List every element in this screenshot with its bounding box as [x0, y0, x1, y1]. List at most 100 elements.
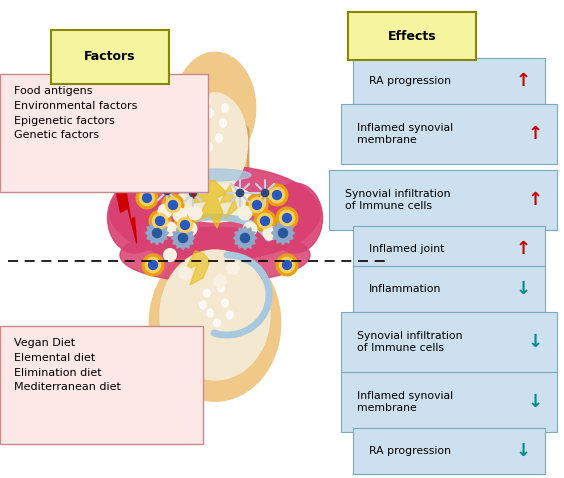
FancyBboxPatch shape: [341, 372, 557, 432]
FancyBboxPatch shape: [0, 326, 203, 444]
Circle shape: [180, 220, 190, 230]
FancyBboxPatch shape: [353, 226, 545, 272]
Text: Inflamed synovial
membrane: Inflamed synovial membrane: [357, 123, 453, 145]
Circle shape: [135, 186, 158, 209]
Text: RA progression: RA progression: [369, 446, 451, 456]
Circle shape: [152, 213, 168, 229]
Polygon shape: [145, 221, 169, 245]
Text: Food antigens
Environmental factors
Epigenetic factors
Genetic factors: Food antigens Environmental factors Epig…: [14, 86, 138, 141]
Circle shape: [178, 266, 192, 280]
Polygon shape: [233, 226, 257, 250]
Polygon shape: [171, 226, 195, 250]
FancyBboxPatch shape: [189, 137, 241, 175]
Ellipse shape: [227, 311, 233, 319]
Circle shape: [240, 233, 249, 242]
Circle shape: [161, 194, 184, 217]
Circle shape: [257, 213, 274, 229]
Text: ↑: ↑: [527, 125, 543, 143]
Circle shape: [282, 260, 292, 270]
FancyBboxPatch shape: [329, 170, 557, 230]
Circle shape: [165, 197, 181, 213]
Ellipse shape: [216, 134, 222, 142]
Ellipse shape: [267, 183, 323, 253]
FancyBboxPatch shape: [51, 30, 169, 84]
Polygon shape: [185, 251, 210, 285]
Circle shape: [236, 189, 244, 196]
Text: ↑: ↑: [527, 191, 543, 209]
Circle shape: [177, 217, 193, 233]
Text: Effects: Effects: [387, 30, 437, 43]
Ellipse shape: [222, 104, 228, 112]
Circle shape: [213, 274, 227, 288]
Circle shape: [178, 233, 188, 242]
Text: Inflammation: Inflammation: [369, 284, 442, 294]
Ellipse shape: [207, 309, 213, 317]
Ellipse shape: [218, 284, 224, 292]
Circle shape: [163, 248, 177, 262]
Circle shape: [168, 200, 178, 210]
Circle shape: [173, 207, 187, 222]
FancyBboxPatch shape: [0, 74, 208, 192]
Text: Inflamed joint: Inflamed joint: [369, 244, 444, 254]
Ellipse shape: [200, 129, 206, 137]
Ellipse shape: [214, 319, 221, 327]
Circle shape: [226, 261, 240, 275]
Circle shape: [142, 193, 152, 203]
Circle shape: [152, 228, 161, 238]
Text: Vegan Diet
Elemental diet
Elimination diet
Mediterranean diet: Vegan Diet Elemental diet Elimination di…: [14, 338, 121, 392]
Circle shape: [183, 221, 197, 237]
Circle shape: [266, 184, 289, 206]
Text: ↓: ↓: [527, 393, 543, 411]
FancyBboxPatch shape: [348, 12, 476, 60]
Circle shape: [279, 228, 288, 238]
Circle shape: [275, 206, 298, 229]
Ellipse shape: [206, 143, 212, 151]
Circle shape: [252, 200, 262, 210]
Circle shape: [253, 209, 276, 232]
Circle shape: [162, 221, 178, 237]
Ellipse shape: [150, 246, 280, 401]
Circle shape: [142, 253, 165, 276]
FancyBboxPatch shape: [182, 126, 248, 176]
FancyBboxPatch shape: [353, 58, 545, 104]
Text: ↓: ↓: [515, 280, 531, 298]
Text: Inflamed synovial
membrane: Inflamed synovial membrane: [357, 391, 453, 413]
Text: RA progression: RA progression: [369, 76, 451, 86]
Ellipse shape: [204, 97, 210, 105]
Circle shape: [174, 214, 196, 237]
Polygon shape: [271, 221, 295, 245]
Circle shape: [245, 194, 268, 217]
Circle shape: [187, 206, 202, 220]
Circle shape: [148, 260, 158, 270]
FancyBboxPatch shape: [353, 428, 545, 474]
Circle shape: [164, 187, 171, 195]
Ellipse shape: [187, 192, 243, 214]
FancyBboxPatch shape: [341, 312, 557, 372]
Polygon shape: [116, 185, 136, 243]
Ellipse shape: [160, 250, 270, 380]
Text: ↑: ↑: [515, 240, 531, 258]
Polygon shape: [220, 185, 237, 219]
Ellipse shape: [183, 93, 248, 193]
Ellipse shape: [175, 53, 255, 163]
Circle shape: [279, 210, 296, 226]
Text: Synovial infiltration
of Immune cells: Synovial infiltration of Immune cells: [345, 189, 451, 211]
Circle shape: [243, 221, 258, 237]
Circle shape: [190, 189, 197, 196]
Polygon shape: [193, 181, 227, 228]
Ellipse shape: [207, 109, 213, 117]
Text: ↑: ↑: [515, 72, 531, 90]
Circle shape: [237, 206, 253, 220]
Circle shape: [249, 197, 265, 213]
Circle shape: [260, 216, 270, 226]
Text: ↓: ↓: [515, 442, 531, 460]
Circle shape: [157, 204, 173, 218]
Circle shape: [262, 226, 277, 240]
Ellipse shape: [179, 169, 251, 181]
Ellipse shape: [204, 289, 210, 297]
Circle shape: [261, 189, 268, 196]
Circle shape: [272, 190, 282, 200]
Text: ↓: ↓: [527, 333, 543, 351]
FancyBboxPatch shape: [353, 266, 545, 312]
Circle shape: [282, 213, 292, 223]
